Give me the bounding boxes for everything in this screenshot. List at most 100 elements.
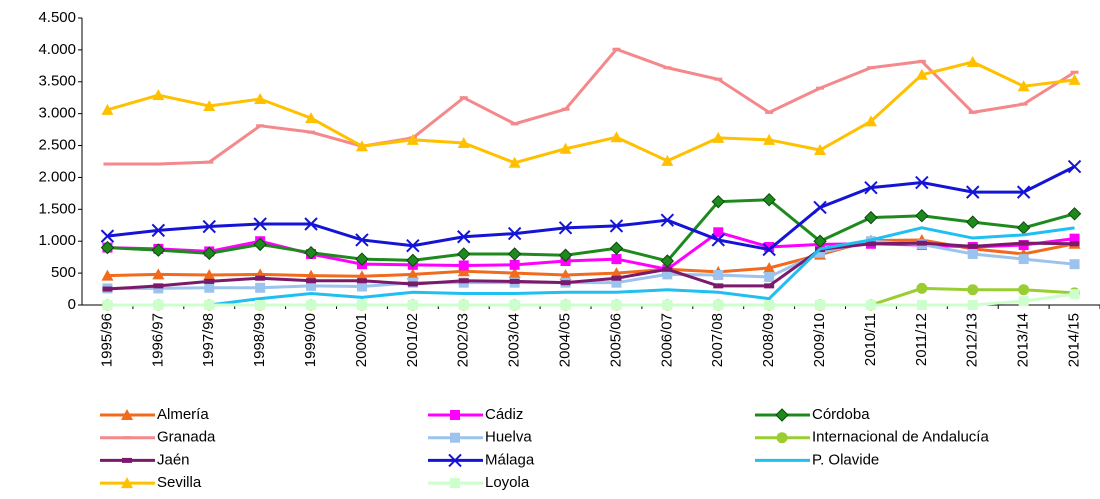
point — [866, 66, 875, 70]
point — [1018, 254, 1029, 265]
point — [967, 300, 978, 310]
x-tick-label: 2014/15 — [1066, 313, 1083, 367]
legend-label: Loyola — [485, 474, 530, 491]
point — [152, 89, 165, 101]
x-tick-label: 1998/99 — [251, 313, 268, 367]
series — [100, 159, 1082, 257]
point — [202, 219, 216, 234]
point — [917, 59, 926, 63]
point — [763, 133, 776, 145]
point — [153, 283, 164, 294]
point — [611, 254, 622, 265]
legend-label: Huelva — [485, 429, 532, 446]
point — [306, 280, 317, 291]
point — [356, 300, 367, 310]
point — [764, 283, 775, 289]
point — [457, 230, 471, 244]
point — [509, 300, 520, 310]
legend-label: Almería — [157, 406, 209, 423]
point — [459, 96, 468, 100]
x-tick-label: 2010/11 — [862, 313, 879, 366]
point — [509, 259, 520, 270]
point — [356, 278, 367, 284]
point — [966, 185, 980, 199]
legend-marker — [450, 410, 460, 420]
legend-label: Cádiz — [485, 406, 523, 423]
y-tick-label: 4.500 — [38, 9, 76, 26]
legend-label: Jaén — [157, 451, 190, 468]
point — [306, 278, 317, 284]
point — [967, 243, 978, 249]
point — [1068, 73, 1081, 85]
series-line — [107, 292, 1075, 307]
point — [101, 269, 114, 281]
x-tick-label: 2009/10 — [811, 313, 828, 367]
point — [915, 68, 928, 80]
point — [612, 47, 621, 51]
point — [204, 282, 215, 293]
point — [764, 241, 775, 252]
point — [256, 124, 265, 128]
point — [967, 248, 978, 259]
point — [253, 217, 267, 231]
point — [305, 269, 318, 281]
point — [304, 217, 318, 231]
point — [407, 281, 418, 287]
point — [813, 200, 827, 215]
series-line — [107, 238, 1075, 278]
point — [915, 209, 929, 223]
point — [814, 144, 827, 156]
point — [152, 268, 165, 280]
point — [151, 223, 166, 238]
point — [457, 265, 470, 277]
point — [458, 278, 469, 284]
x-tick-label: 2004/05 — [557, 313, 574, 367]
point — [713, 227, 724, 238]
point — [1069, 241, 1080, 247]
series — [103, 47, 1079, 166]
point — [916, 300, 927, 310]
point — [610, 267, 623, 279]
x-tick-label: 2005/06 — [607, 313, 624, 367]
point — [458, 260, 469, 271]
point — [102, 300, 113, 310]
point — [559, 269, 572, 281]
y-tick-label: 4.000 — [38, 41, 76, 58]
legend-marker — [775, 408, 789, 422]
point — [507, 226, 522, 241]
point — [406, 268, 419, 280]
point — [254, 92, 267, 104]
point — [560, 280, 571, 286]
series — [102, 289, 1080, 310]
point — [509, 278, 520, 284]
point — [100, 229, 115, 243]
point — [611, 277, 622, 288]
point — [713, 300, 724, 310]
point — [764, 271, 775, 282]
point — [662, 300, 673, 310]
series-line — [107, 47, 1076, 166]
point — [915, 175, 929, 190]
point — [762, 193, 776, 207]
point — [508, 156, 521, 168]
point — [1018, 284, 1030, 296]
point — [101, 103, 114, 115]
point — [203, 100, 216, 112]
x-tick-label: 2008/09 — [760, 313, 777, 367]
series — [101, 233, 1081, 282]
point — [307, 130, 316, 134]
series-line — [107, 241, 1075, 291]
x-tick-label: 2012/13 — [964, 313, 981, 367]
point — [967, 284, 979, 296]
point — [457, 137, 470, 149]
legend-marker — [122, 457, 132, 463]
y-tick-label: 3.500 — [38, 73, 76, 90]
point — [202, 246, 216, 261]
point — [100, 240, 115, 255]
point — [815, 247, 826, 258]
point — [559, 142, 572, 154]
point — [406, 133, 419, 145]
point — [1067, 159, 1082, 174]
point — [864, 115, 877, 127]
point — [255, 300, 266, 310]
